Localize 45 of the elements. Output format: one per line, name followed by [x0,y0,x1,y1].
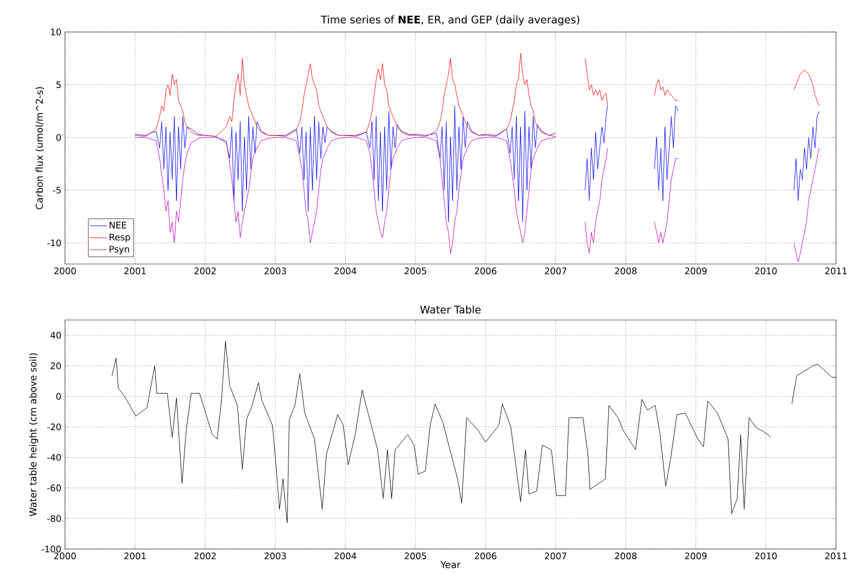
x-tick-label: 2011 [825,552,847,560]
x-tick-label: 2011 [825,268,847,274]
x-tick-label: 2008 [614,268,637,274]
legend-label: NEE [110,222,126,228]
y-tick-label: 0 [56,134,61,141]
y-axis-title: Water table height (cm above soil) [29,353,38,516]
y-tick-label: -100 [42,546,61,552]
x-tick-label: 2009 [685,268,707,274]
chart-title: Water Table [420,305,481,314]
x-tick-label: 2006 [474,552,496,560]
x-tick-label: 2010 [755,552,777,560]
x-tick-label: 2009 [685,552,707,560]
x-tick-label: 2000 [54,268,76,274]
y-tick-label: 10 [51,28,61,36]
x-tick-label: 2001 [124,552,146,560]
y-tick-label: -10 [47,240,61,246]
x-tick-label: 2007 [544,268,566,274]
x-tick-label: 2002 [194,268,216,274]
x-tick-label: 2001 [124,268,146,274]
y-tick-label: 20 [50,362,61,370]
chart-title: Time series of NEE, ER, and GEP (daily averages) [320,15,580,26]
y-tick-label: -40 [47,454,61,461]
x-tick-label: 2008 [614,552,637,560]
x-tick-label: 2007 [544,552,566,560]
y-tick-label: 0 [56,392,61,400]
x-tick-label: 2000 [54,552,76,560]
x-tick-label: 2003 [264,268,286,274]
y-tick-label: -20 [47,423,61,430]
x-tick-label: 2004 [334,268,356,274]
y-tick-label: -80 [47,515,61,522]
x-tick-label: 2006 [474,268,496,274]
x-axis-title: Year [440,561,461,568]
x-tick-label: 2002 [194,552,216,560]
y-tick-label: 5 [56,81,61,88]
legend-label: Resp [110,234,130,242]
y-tick-label: 40 [50,332,61,339]
legend-label: Psyn [110,246,129,254]
x-tick-label: 2005 [404,552,426,560]
x-tick-label: 2003 [264,552,286,560]
x-tick-label: 2004 [334,552,356,560]
y-tick-label: -5 [52,186,61,194]
y-axis-title: Carbon flux (umol/m^2-s) [36,87,44,210]
y-tick-label: -60 [47,484,61,492]
x-tick-label: 2010 [755,268,777,274]
x-tick-label: 2005 [404,268,426,274]
